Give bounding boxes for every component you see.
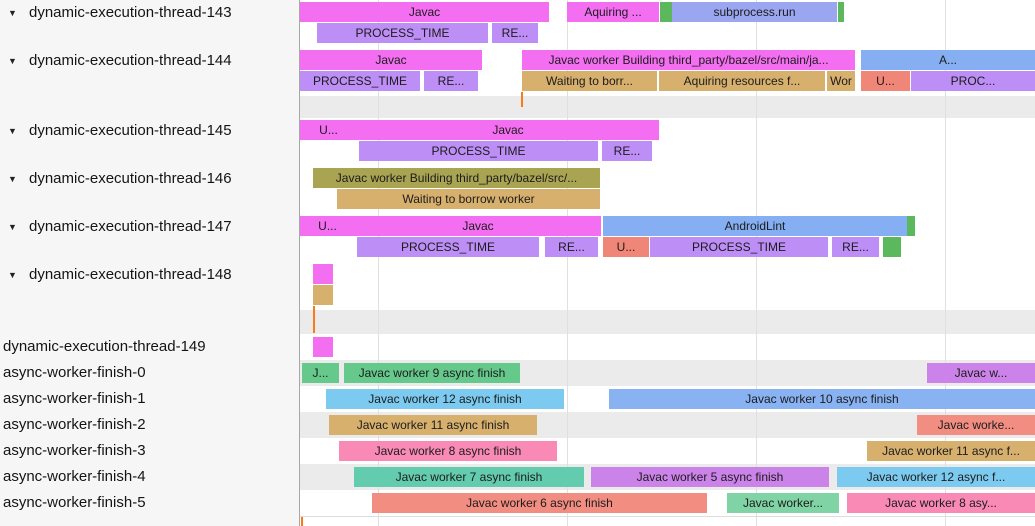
event-bar[interactable]: Javac bbox=[355, 216, 601, 236]
event-bar[interactable] bbox=[838, 2, 844, 22]
event-bar[interactable]: Waiting to borr... bbox=[522, 71, 657, 91]
collapse-arrow-icon[interactable]: ▼ bbox=[8, 56, 17, 66]
collapse-arrow-icon[interactable]: ▼ bbox=[8, 8, 17, 18]
row-bg bbox=[300, 262, 1035, 310]
flow-marker-tick bbox=[313, 306, 315, 333]
event-bar[interactable] bbox=[660, 2, 672, 22]
event-bar[interactable] bbox=[907, 216, 915, 236]
track-name-label: dynamic-execution-thread-148 bbox=[29, 266, 232, 283]
track-name-row[interactable]: ▼ dynamic-execution-thread-147 bbox=[8, 214, 232, 240]
row-spacer bbox=[300, 96, 1035, 118]
event-bar[interactable]: Javac worker 11 async f... bbox=[867, 441, 1035, 461]
event-bar[interactable]: A... bbox=[861, 50, 1035, 70]
event-bar[interactable]: J... bbox=[302, 363, 339, 383]
event-bar[interactable] bbox=[313, 264, 333, 284]
collapse-arrow-icon[interactable]: ▼ bbox=[8, 174, 17, 184]
event-bar[interactable]: Javac worker 6 async finish bbox=[372, 493, 707, 513]
track-names-panel: ▼ dynamic-execution-thread-143 ▼ dynamic-ex… bbox=[0, 0, 300, 526]
event-bar[interactable]: Waiting to borrow worker bbox=[337, 189, 600, 209]
track-name-label: dynamic-execution-thread-147 bbox=[29, 218, 232, 235]
track-name-label: async-worker-finish-4 bbox=[3, 468, 146, 485]
event-bar[interactable]: AndroidLint bbox=[603, 216, 907, 236]
track-name-row: async-worker-finish-1 bbox=[3, 386, 146, 412]
event-bar[interactable] bbox=[313, 285, 333, 305]
track-name-label: async-worker-finish-0 bbox=[3, 364, 146, 381]
event-bar[interactable]: Javac worker Building third_party/bazel/… bbox=[313, 168, 600, 188]
collapse-arrow-icon[interactable]: ▼ bbox=[8, 270, 17, 280]
track-name-label: dynamic-execution-thread-143 bbox=[29, 4, 232, 21]
event-bar[interactable]: RE... bbox=[602, 141, 652, 161]
event-bar[interactable]: U... bbox=[300, 216, 355, 236]
event-bar[interactable]: Javac worker 8 asy... bbox=[847, 493, 1035, 513]
track-name-label: async-worker-finish-2 bbox=[3, 416, 146, 433]
event-bar[interactable]: U... bbox=[300, 120, 357, 140]
track-name-row: dynamic-execution-thread-149 bbox=[3, 334, 206, 360]
row-bg bbox=[300, 334, 1035, 360]
event-bar[interactable]: Javac worker 9 async finish bbox=[344, 363, 520, 383]
track-name-row[interactable]: ▼ dynamic-execution-thread-146 bbox=[8, 166, 232, 192]
event-bar[interactable]: U... bbox=[603, 237, 649, 257]
event-bar[interactable]: Aquiring ... bbox=[567, 2, 659, 22]
flow-marker-tick bbox=[521, 92, 523, 107]
event-bar[interactable]: Javac worker 10 async finish bbox=[609, 389, 1035, 409]
event-bar[interactable]: U... bbox=[861, 71, 910, 91]
event-bar[interactable]: Javac worker 11 async finish bbox=[329, 415, 537, 435]
track-name-row: async-worker-finish-0 bbox=[3, 360, 146, 386]
event-bar[interactable]: RE... bbox=[492, 23, 538, 43]
event-bar[interactable]: subprocess.run bbox=[672, 2, 837, 22]
event-bar[interactable]: Javac worker 5 async finish bbox=[591, 467, 829, 487]
track-name-row: async-worker-finish-5 bbox=[3, 490, 146, 516]
event-bar[interactable]: PROCESS_TIME bbox=[650, 237, 828, 257]
event-bar[interactable]: RE... bbox=[832, 237, 879, 257]
track-name-label: dynamic-execution-thread-149 bbox=[3, 338, 206, 355]
event-bar[interactable]: Wor bbox=[827, 71, 855, 91]
event-bar[interactable]: Javac worker 12 async finish bbox=[326, 389, 564, 409]
row-spacer bbox=[300, 310, 1035, 334]
event-bar[interactable]: PROC... bbox=[911, 71, 1035, 91]
track-name-label: async-worker-finish-1 bbox=[3, 390, 146, 407]
event-bar[interactable]: PROCESS_TIME bbox=[359, 141, 598, 161]
gridline bbox=[756, 0, 757, 526]
row-separator-line bbox=[300, 516, 1035, 517]
collapse-arrow-icon[interactable]: ▼ bbox=[8, 126, 17, 136]
event-bar[interactable]: Javac bbox=[300, 50, 482, 70]
track-name-label: async-worker-finish-3 bbox=[3, 442, 146, 459]
event-bar[interactable]: Javac worker 8 async finish bbox=[339, 441, 557, 461]
event-bar[interactable]: Javac worker 12 async f... bbox=[837, 467, 1035, 487]
event-bar[interactable]: Javac worker... bbox=[727, 493, 839, 513]
event-bar[interactable]: Javac worker 7 async finish bbox=[354, 467, 584, 487]
track-name-row[interactable]: ▼ dynamic-execution-thread-145 bbox=[8, 118, 232, 144]
track-name-label: dynamic-execution-thread-146 bbox=[29, 170, 232, 187]
track-name-row[interactable]: ▼ dynamic-execution-thread-148 bbox=[8, 262, 232, 288]
event-bar[interactable] bbox=[313, 337, 333, 357]
track-name-label: dynamic-execution-thread-144 bbox=[29, 52, 232, 69]
event-bar[interactable]: PROCESS_TIME bbox=[357, 237, 539, 257]
event-bar[interactable]: PROCESS_TIME bbox=[300, 71, 420, 91]
event-bar[interactable]: RE... bbox=[545, 237, 598, 257]
row-spacer bbox=[300, 516, 1035, 526]
event-bar[interactable]: Javac worker Building third_party/bazel/… bbox=[522, 50, 855, 70]
event-bar[interactable]: PROCESS_TIME bbox=[317, 23, 488, 43]
event-bar[interactable]: Javac bbox=[300, 2, 549, 22]
track-name-label: dynamic-execution-thread-145 bbox=[29, 122, 232, 139]
track-name-row: async-worker-finish-2 bbox=[3, 412, 146, 438]
event-bar[interactable]: Javac w... bbox=[927, 363, 1035, 383]
gridline bbox=[378, 0, 379, 526]
track-name-row[interactable]: ▼ dynamic-execution-thread-144 bbox=[8, 48, 232, 74]
track-name-row: async-worker-finish-4 bbox=[3, 464, 146, 490]
track-name-row: async-worker-finish-3 bbox=[3, 438, 146, 464]
track-name-row[interactable]: ▼ dynamic-execution-thread-143 bbox=[8, 0, 232, 26]
gridline bbox=[567, 0, 568, 526]
collapse-arrow-icon[interactable]: ▼ bbox=[8, 222, 17, 232]
event-bar[interactable]: RE... bbox=[424, 71, 478, 91]
timeline-canvas[interactable]: Javac Aquiring ... subprocess.run PROCESS_T… bbox=[300, 0, 1035, 526]
track-name-label: async-worker-finish-5 bbox=[3, 494, 146, 511]
flow-marker-tick bbox=[301, 517, 303, 526]
event-bar[interactable]: Javac bbox=[357, 120, 659, 140]
event-bar[interactable] bbox=[883, 237, 901, 257]
event-bar[interactable]: Javac worke... bbox=[917, 415, 1035, 435]
gridline bbox=[945, 0, 946, 526]
event-bar[interactable]: Aquiring resources f... bbox=[659, 71, 825, 91]
